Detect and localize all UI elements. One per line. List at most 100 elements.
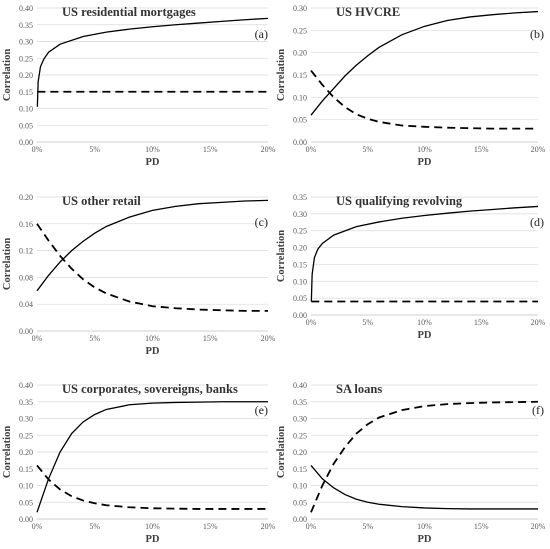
y-tick-label-c: 0.20 <box>19 193 33 202</box>
y-tick-label-f: 0.00 <box>293 515 307 524</box>
y-tick-label-d: 0.05 <box>293 294 307 303</box>
y-tick-label-b: 0.10 <box>293 93 307 102</box>
x-tick-label-f: 0% <box>306 522 317 531</box>
series-line-f-solid <box>310 464 538 510</box>
y-tick-label-d: 0.00 <box>293 311 307 320</box>
y-tick-label-a: 0.10 <box>19 105 33 114</box>
series-line-b-dashed <box>310 69 538 130</box>
x-tick-label-a: 10% <box>145 145 160 154</box>
y-tick-label-e: 0.20 <box>19 448 33 457</box>
panel-title-d: US qualifying revolving <box>336 194 463 208</box>
x-tick-label-d: 0% <box>306 318 317 327</box>
y-tick-label-b: 0.25 <box>293 26 307 35</box>
x-tick-label-f: 10% <box>417 522 432 531</box>
y-tick-label-a: 0.25 <box>19 54 33 63</box>
panel-tag-f: (f) <box>532 403 544 417</box>
y-tick-label-f: 0.40 <box>293 381 307 390</box>
y-axis-title-e: Correlation <box>2 426 13 478</box>
y-tick-label-e: 0.25 <box>19 431 33 440</box>
y-tick-label-b: 0.00 <box>293 138 307 147</box>
y-tick-label-d: 0.35 <box>293 193 307 202</box>
y-tick-label-b: 0.30 <box>293 4 307 13</box>
y-tick-label-a: 0.20 <box>19 71 33 80</box>
series-line-b-solid <box>310 10 539 116</box>
y-tick-label-e: 0.05 <box>19 498 33 507</box>
series-line-e-dashed <box>36 464 268 510</box>
x-tick-label-d: 5% <box>362 318 373 327</box>
x-tick-label-b: 15% <box>474 145 489 154</box>
x-axis-title-c: PD <box>146 346 160 357</box>
chart-panel-d: 0.00 0.05 0.10 0.15 0.20 0.25 0.30 0.35 0% 5% 10% 1… <box>276 193 546 341</box>
x-axis-title-b: PD <box>418 157 432 168</box>
y-tick-label-d: 0.20 <box>293 244 307 253</box>
chart-panel-f: 0.00 0.05 0.10 0.15 0.20 0.25 0.30 0.35 0.40 0% 5%… <box>276 381 546 545</box>
y-tick-label-d: 0.30 <box>293 210 307 219</box>
panel-title-b: US HVCRE <box>336 5 400 19</box>
x-tick-label-e: 0% <box>32 522 43 531</box>
y-axis-title-f: Correlation <box>276 426 287 478</box>
y-tick-label-f: 0.10 <box>293 482 307 491</box>
y-tick-label-a: 0.05 <box>19 121 33 130</box>
x-axis-title-a: PD <box>146 157 160 168</box>
y-tick-label-d: 0.25 <box>293 227 307 236</box>
x-tick-label-f: 20% <box>531 522 546 531</box>
y-tick-label-e: 0.40 <box>19 381 33 390</box>
y-tick-label-c: 0.08 <box>19 273 33 282</box>
series-line-d-solid <box>310 205 539 302</box>
panel-title-f: SA loans <box>336 382 382 396</box>
x-tick-label-c: 0% <box>32 334 43 343</box>
x-tick-label-b: 5% <box>362 145 373 154</box>
y-tick-label-c: 0.16 <box>19 220 33 229</box>
series-line-f-dashed <box>310 400 539 513</box>
x-tick-label-e: 5% <box>89 522 100 531</box>
x-tick-label-a: 20% <box>261 145 276 154</box>
series-line-a-solid <box>36 17 269 107</box>
panel-tag-a: (a) <box>255 27 268 41</box>
y-tick-label-b: 0.15 <box>293 71 307 80</box>
y-axis-title-a: Correlation <box>2 49 13 101</box>
y-tick-label-d: 0.10 <box>293 277 307 286</box>
x-tick-label-a: 0% <box>32 145 43 154</box>
x-tick-label-a: 5% <box>89 145 100 154</box>
y-tick-label-c: 0.00 <box>19 327 33 336</box>
y-tick-label-e: 0.15 <box>19 465 33 474</box>
chart-panel-e: 0.00 0.05 0.10 0.15 0.20 0.25 0.30 0.35 0.40 0% 5%… <box>2 381 276 545</box>
x-tick-label-d: 20% <box>531 318 546 327</box>
panel-title-a: US residential mortgages <box>62 5 196 19</box>
y-tick-label-c: 0.12 <box>19 247 33 256</box>
x-tick-label-f: 15% <box>474 522 489 531</box>
y-tick-label-f: 0.25 <box>293 431 307 440</box>
x-axis-title-f: PD <box>418 534 432 545</box>
y-tick-label-e: 0.00 <box>19 515 33 524</box>
x-axis-title-e: PD <box>146 534 160 545</box>
y-tick-label-f: 0.35 <box>293 398 307 407</box>
series-line-e-solid <box>36 401 268 513</box>
x-tick-label-c: 10% <box>145 334 160 343</box>
panel-tag-e: (e) <box>255 403 268 417</box>
y-axis-title-c: Correlation <box>2 238 13 290</box>
panel-tag-b: (b) <box>530 27 544 41</box>
y-tick-label-f: 0.20 <box>293 448 307 457</box>
y-tick-label-a: 0.15 <box>19 88 33 97</box>
x-axis-title-d: PD <box>418 330 432 341</box>
x-tick-label-c: 15% <box>203 334 218 343</box>
y-tick-label-f: 0.05 <box>293 498 307 507</box>
panel-tag-d: (d) <box>530 215 544 229</box>
x-tick-label-e: 20% <box>261 522 276 531</box>
chart-panel-c: 0.00 0.04 0.08 0.12 0.16 0.20 0% 5% 10% 15% 20% PD C… <box>2 193 276 357</box>
chart-panel-b: 0.00 0.05 0.10 0.15 0.20 0.25 0.30 0% 5% 10% 15% 20… <box>276 4 546 168</box>
y-tick-label-a: 0.40 <box>19 4 33 13</box>
y-tick-label-a: 0.00 <box>19 138 33 147</box>
x-tick-label-c: 20% <box>261 334 276 343</box>
y-tick-label-e: 0.10 <box>19 482 33 491</box>
series-line-c-dashed <box>36 223 268 312</box>
y-tick-label-a: 0.35 <box>19 21 33 30</box>
x-tick-label-b: 10% <box>417 145 432 154</box>
x-tick-label-d: 15% <box>474 318 489 327</box>
y-tick-label-e: 0.30 <box>19 415 33 424</box>
y-tick-label-b: 0.20 <box>293 49 307 58</box>
x-tick-label-b: 0% <box>306 145 317 154</box>
y-tick-label-b: 0.05 <box>293 116 307 125</box>
y-tick-label-f: 0.15 <box>293 465 307 474</box>
